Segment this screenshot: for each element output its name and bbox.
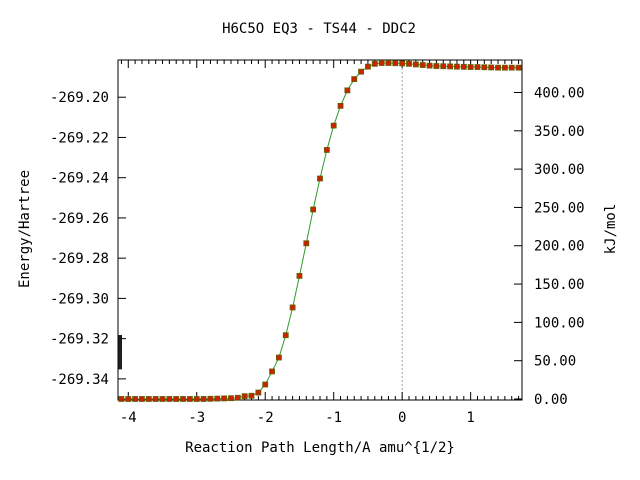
data-point [173,396,180,402]
x-axis-label: Reaction Path Length/A amu^{1/2} [185,440,455,456]
data-point [392,60,399,67]
data-point [323,147,330,153]
data-point [186,396,193,402]
y2-tick-label: 100.00 [534,315,585,331]
data-point [426,62,433,69]
data-point [467,64,474,70]
data-point [303,240,310,247]
data-point [406,60,412,67]
y-tick-label: -269.34 [50,372,109,388]
x-tick-label: -1 [325,410,342,426]
data-point [276,354,282,361]
data-point [501,64,508,71]
y2-tick-label: 200.00 [534,239,585,255]
data-point [385,60,392,66]
data-point [515,64,522,71]
data-point [296,272,303,279]
y2-tick-label: 50.00 [534,354,576,370]
data-point [269,368,275,375]
y2-tick-label: 150.00 [534,277,585,293]
data-point [214,395,221,402]
data-point [474,64,481,70]
data-point [234,394,241,401]
data-point [351,76,358,83]
y2-tick-label: 250.00 [534,200,585,216]
data-point [419,62,426,68]
data-point [132,396,139,402]
data-point [399,60,406,67]
data-point [282,332,289,339]
data-point [378,60,385,66]
y-tick-label: -269.20 [50,90,109,106]
data-point [337,102,344,109]
x-tick-label: -3 [188,410,205,426]
data-point [460,63,467,70]
y2-tick-label: 0.00 [534,392,568,408]
data-point [330,122,337,129]
data-point [248,392,255,399]
data-point [207,395,214,402]
data-point [180,396,186,402]
y-tick-label: -269.26 [50,211,109,227]
data-point [365,63,371,70]
data-point [433,63,440,69]
data-point [228,395,234,402]
data-point [447,63,454,70]
data-point [358,68,364,75]
data-point [495,64,501,71]
y-tick-label: -269.30 [50,291,109,307]
data-point [193,396,200,402]
data-point [317,175,323,182]
data-point [139,396,145,402]
data-point [488,64,495,71]
x-tick-label: -2 [257,410,274,426]
data-point [440,63,447,70]
data-point [310,206,317,213]
data-point [125,396,132,402]
series-line [121,62,519,400]
data-point [289,304,296,311]
data-point [481,64,488,71]
data-point [200,396,207,402]
chart-title: H6C5O EQ3 - TS44 - DDC2 [222,21,416,37]
data-point [152,396,159,402]
data-point [241,393,248,400]
data-point [255,389,262,396]
x-tick-label: 0 [398,410,406,426]
x-tick-label: -4 [120,410,137,426]
data-point [221,395,228,402]
y2-tick-label: 350.00 [534,124,585,140]
y-tick-label: -269.22 [50,130,109,146]
data-point [371,60,378,67]
y-tick-label: -269.28 [50,251,109,267]
data-point [344,87,351,94]
plot-frame [117,59,523,401]
data-point [159,396,166,402]
y-tick-label: -269.24 [50,171,109,187]
data-point [145,396,152,402]
data-point [508,64,515,71]
data-point [454,63,460,70]
y-tick-label: -269.32 [50,332,109,348]
data-point [412,61,419,68]
x-tick-label: 1 [466,410,474,426]
y2-axis-label: kJ/mol [603,204,619,255]
y2-tick-label: 300.00 [534,162,585,178]
data-point [166,396,173,402]
data-point [262,381,269,388]
data-point [118,396,125,402]
y-axis-label: Energy/Hartree [17,170,33,288]
y2-tick-label: 400.00 [534,85,585,101]
